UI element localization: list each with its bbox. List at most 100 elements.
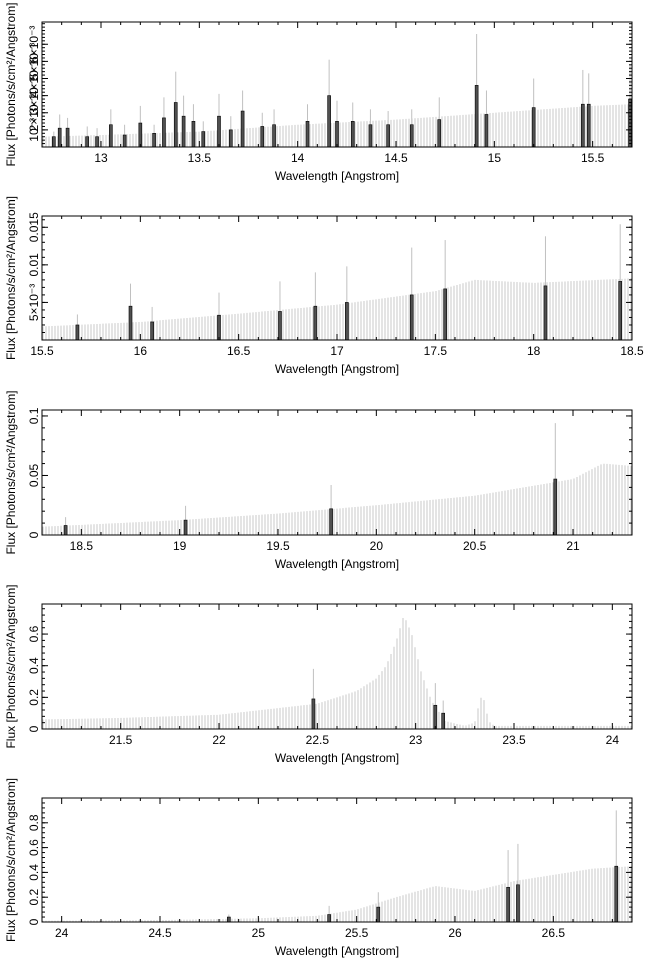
x-tick-label: 14.5 bbox=[384, 151, 408, 165]
plot-area bbox=[42, 33, 632, 147]
x-axis-label: Wavelength [Angstrom] bbox=[275, 557, 399, 571]
y-axis-label: Flux [Photons/s/cm²/Angstrom] bbox=[4, 196, 18, 360]
data-bar bbox=[65, 127, 70, 147]
x-tick-label: 15.5 bbox=[581, 151, 605, 165]
data-bar bbox=[260, 126, 265, 147]
model-spectrum bbox=[42, 866, 632, 922]
model-spectrum bbox=[42, 618, 632, 729]
data-bar bbox=[109, 124, 113, 147]
data-bar bbox=[433, 704, 438, 729]
data-bar bbox=[614, 865, 619, 922]
x-tick-label: 13 bbox=[94, 151, 108, 165]
data-bar bbox=[441, 712, 446, 729]
y-tick-label: 0 bbox=[27, 725, 41, 732]
data-bar bbox=[63, 525, 68, 535]
y-tick-label: 0.8 bbox=[27, 814, 41, 831]
x-tick-label: 17.5 bbox=[424, 344, 448, 358]
y-tick-label: 0.1 bbox=[27, 407, 41, 424]
data-bar bbox=[581, 103, 585, 147]
data-bar bbox=[345, 302, 349, 340]
chart-panel-2: 15.5 16 16.5 17 17.5 18 18.5 5×10⁻³ 0.01 0.015 Wav… bbox=[4, 196, 644, 376]
x-tick-label: 26.5 bbox=[542, 926, 566, 940]
plot-area bbox=[42, 618, 632, 729]
data-bar bbox=[138, 122, 143, 147]
data-bar bbox=[162, 117, 166, 147]
data-bar bbox=[217, 314, 221, 340]
x-tick-label: 22.5 bbox=[306, 733, 330, 747]
y-axis-label: Flux [Photons/s/cm²/Angstrom] bbox=[4, 2, 18, 166]
x-tick-label: 23.5 bbox=[502, 733, 526, 747]
y-tick-label: 2×10⁻³ bbox=[27, 94, 41, 131]
data-bar bbox=[335, 121, 339, 147]
x-tick-label: 17 bbox=[330, 344, 344, 358]
data-bar bbox=[386, 124, 390, 147]
data-bar bbox=[152, 133, 156, 147]
data-series bbox=[63, 423, 558, 535]
x-tick-label: 20 bbox=[370, 539, 384, 553]
data-bar bbox=[85, 136, 90, 147]
data-bar bbox=[183, 519, 188, 535]
data-bar bbox=[95, 136, 99, 147]
x-tick-label: 23 bbox=[409, 733, 423, 747]
x-tick-label: 24 bbox=[606, 733, 620, 747]
data-bar bbox=[553, 478, 558, 535]
data-series bbox=[227, 810, 619, 922]
data-bar bbox=[409, 124, 414, 147]
x-tick-label: 26 bbox=[448, 926, 462, 940]
x-tick-label: 18 bbox=[527, 344, 541, 358]
data-bar bbox=[311, 698, 316, 729]
data-series bbox=[311, 668, 446, 729]
data-bar bbox=[376, 906, 381, 922]
y-tick-label: 0.05 bbox=[27, 463, 41, 487]
data-bar bbox=[516, 884, 520, 922]
y-tick-label: 0.015 bbox=[27, 212, 41, 242]
x-tick-label: 24 bbox=[55, 926, 69, 940]
data-bar bbox=[272, 124, 276, 147]
y-tick-label: 0 bbox=[27, 531, 41, 538]
data-bar bbox=[586, 103, 591, 147]
x-tick-label: 14 bbox=[291, 151, 305, 165]
data-bar bbox=[240, 110, 245, 147]
data-bar bbox=[229, 129, 233, 147]
y-tick-label: 0.6 bbox=[27, 839, 41, 856]
data-bar bbox=[57, 127, 62, 147]
model-spectrum bbox=[42, 278, 632, 340]
data-bar bbox=[122, 134, 127, 147]
x-tick-label: 25.5 bbox=[345, 926, 369, 940]
x-tick-label: 25 bbox=[252, 926, 266, 940]
y-tick-label: 0.2 bbox=[27, 689, 41, 706]
x-tick-label: 19 bbox=[173, 539, 187, 553]
x-tick-label: 22 bbox=[212, 733, 226, 747]
y-tick-label: 5×10⁻³ bbox=[27, 43, 41, 80]
x-tick-label: 18.5 bbox=[70, 539, 94, 553]
data-bar bbox=[618, 281, 623, 340]
data-bar bbox=[474, 85, 479, 147]
data-bar bbox=[305, 121, 310, 147]
data-bar bbox=[51, 136, 56, 147]
model-spectrum bbox=[42, 463, 632, 535]
x-tick-label: 18.5 bbox=[620, 344, 644, 358]
data-bar bbox=[191, 121, 196, 147]
data-bar bbox=[227, 916, 231, 922]
chart-panel-3: 18.5 19 19.5 20 20.5 21 0 0.05 0.1 Wavelength [An… bbox=[4, 390, 633, 571]
x-tick-label: 16.5 bbox=[227, 344, 251, 358]
x-axis-label: Wavelength [Angstrom] bbox=[275, 362, 399, 376]
x-tick-label: 24.5 bbox=[148, 926, 172, 940]
data-bar bbox=[329, 508, 333, 535]
x-axis-label: Wavelength [Angstrom] bbox=[275, 944, 399, 958]
y-tick-label: 10⁻³ bbox=[27, 118, 41, 142]
data-bar bbox=[327, 95, 331, 147]
y-tick-label: 0.6 bbox=[27, 625, 41, 642]
data-bar bbox=[543, 285, 548, 340]
y-tick-label: 3×10⁻³ bbox=[27, 77, 41, 114]
plot-area bbox=[42, 423, 632, 535]
y-tick-label: 0.4 bbox=[27, 864, 41, 881]
x-tick-label: 21.5 bbox=[109, 733, 133, 747]
x-tick-label: 15 bbox=[488, 151, 502, 165]
data-series bbox=[75, 224, 623, 340]
y-tick-label: 0.2 bbox=[27, 889, 41, 906]
data-bar bbox=[128, 305, 133, 340]
y-axis-label: Flux [Photons/s/cm²/Angstrom] bbox=[4, 390, 18, 554]
x-tick-label: 21 bbox=[566, 539, 580, 553]
